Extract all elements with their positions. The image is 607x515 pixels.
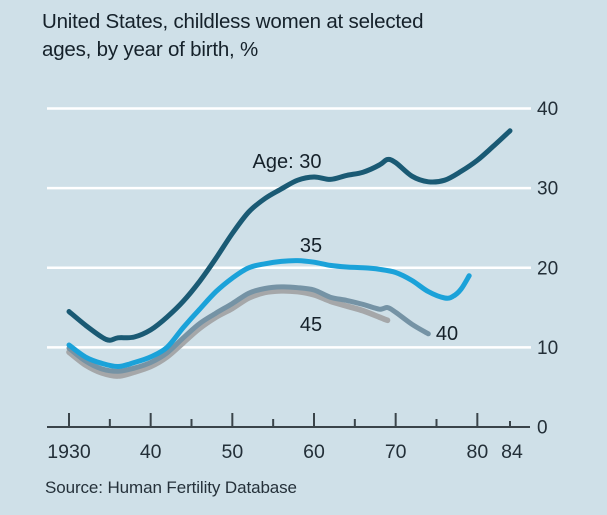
x-tick-label-1950: 50: [221, 441, 243, 463]
series-label-35: 35: [300, 235, 322, 257]
x-tick-label-1980: 80: [466, 441, 488, 463]
x-tick-label-1930: 1930: [47, 441, 91, 463]
y-tick-label-0: 0: [537, 418, 548, 439]
x-tick-label-1960: 60: [303, 441, 325, 463]
series-line-age-30: [66, 128, 513, 343]
source-note: Source: Human Fertility Database: [45, 478, 297, 497]
series-label-40: 40: [436, 323, 458, 345]
series-label-age-30: Age: 30: [253, 151, 322, 173]
y-tick-label-10: 10: [537, 338, 558, 359]
y-tick-label-30: 30: [537, 179, 558, 200]
series-line-age-40: [66, 284, 431, 374]
x-tick-label-1970: 70: [385, 441, 407, 463]
y-tick-label-20: 20: [537, 258, 558, 279]
series-label-45: 45: [300, 314, 322, 336]
series-line-age-35: [66, 258, 472, 369]
y-tick-label-40: 40: [537, 99, 558, 120]
x-tick-label-1984: 84: [501, 441, 523, 463]
chart-title: United States, childless women at select…: [42, 8, 424, 64]
series-line-age-45: [66, 287, 391, 379]
chart-title-line2: ages, by year of birth, %: [42, 38, 259, 61]
chart-title-line1: United States, childless women at select…: [42, 10, 424, 33]
x-tick-label-1940: 40: [140, 441, 162, 463]
